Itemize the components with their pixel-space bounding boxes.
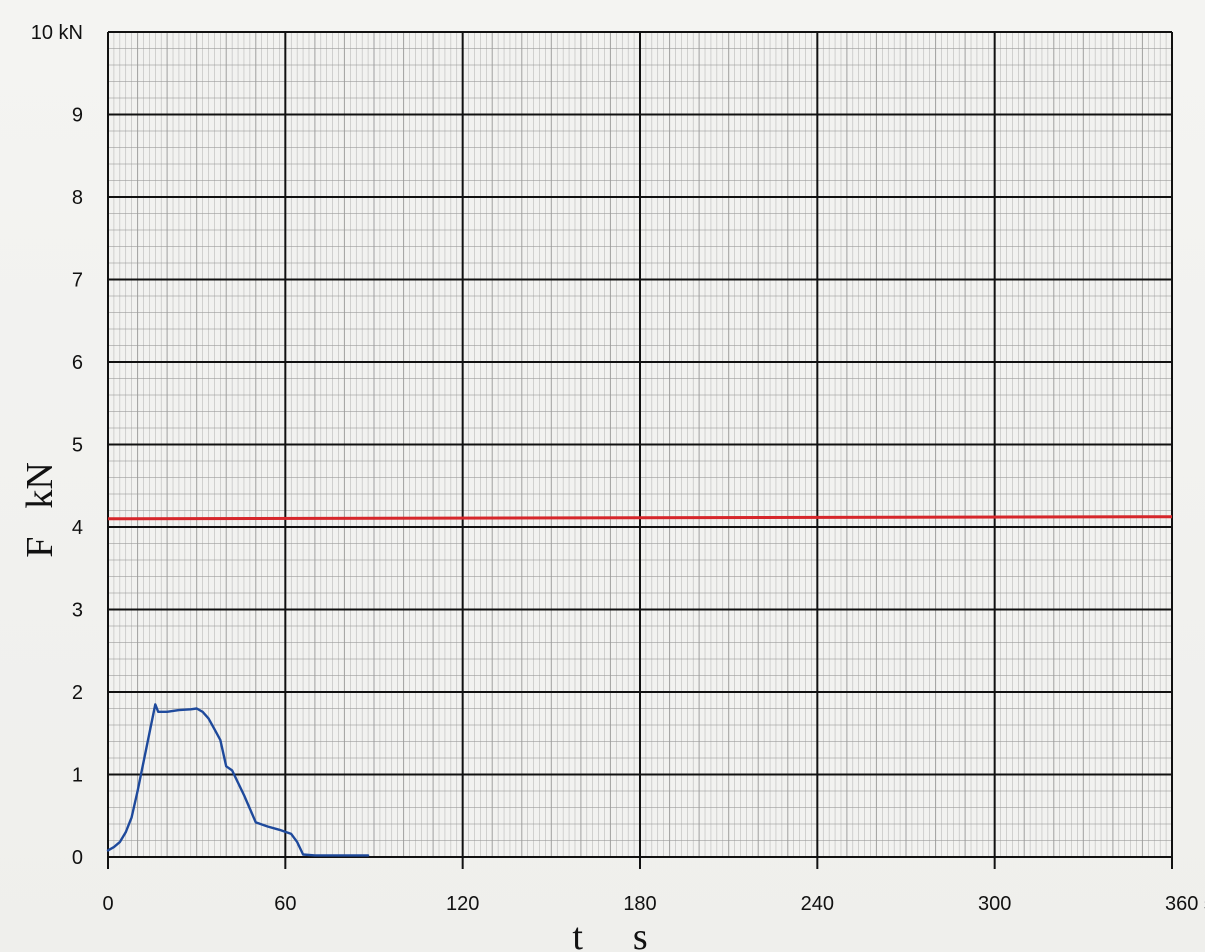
x-axis-quantity: t [572,916,583,952]
y-tick-label: 7 [72,270,83,292]
y-axis-unit: kN [19,462,61,508]
x-tick-label: 180 [623,893,656,915]
x-tick-label: 120 [446,893,479,915]
y-tick-label: 0 [72,847,83,869]
x-tick-label: 60 [274,893,296,915]
y-tick-label: 10 kN [31,22,83,44]
y-tick-label: 3 [72,600,83,622]
y-tick-label: 4 [72,517,83,539]
x-tick-label: 240 [801,893,834,915]
y-tick-label: 5 [72,435,83,457]
y-tick-label: 9 [72,105,83,127]
y-tick-label: 6 [72,352,83,374]
reference-line [107,515,1173,521]
x-axis-unit: s [633,916,648,952]
y-tick-label: 2 [72,682,83,704]
y-axis-title: FkN [19,462,61,558]
y-tick-label: 1 [72,765,83,787]
x-tick-label: 0 [102,893,113,915]
x-tick-label: 300 [978,893,1011,915]
y-axis-quantity: F [19,537,61,558]
x-tick-label: 360 s [1165,893,1205,915]
force-series-line [106,703,370,857]
y-tick-label: 8 [72,187,83,209]
